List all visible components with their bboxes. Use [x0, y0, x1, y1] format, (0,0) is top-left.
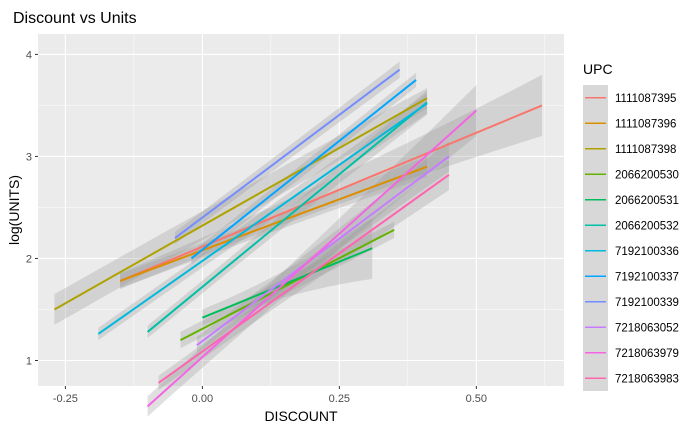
series-line-2066200531: [201, 247, 373, 319]
confidence-band-2066200531: [202, 217, 373, 326]
y-axis: 1 2 3 4: [26, 49, 38, 367]
series-line-7218063983: [157, 173, 450, 384]
confidence-band-7218063052: [196, 141, 449, 354]
confidence-band-7192100336: [98, 93, 428, 341]
legend-label: 7192100337: [615, 271, 679, 283]
legend-label: 2066200530: [615, 169, 679, 181]
x-tick-label: 0.25: [329, 393, 350, 405]
legend-label: 7218063052: [615, 322, 679, 334]
legend-label: 1111087395: [615, 93, 676, 105]
series-line-7192100336: [97, 102, 428, 335]
series-line-7218063052: [196, 155, 450, 346]
legend-label: 2066200532: [615, 220, 679, 232]
grid-major: [38, 34, 564, 386]
x-axis: -0.25 0.00 0.25 0.50: [53, 386, 487, 405]
series-line-7192100337: [190, 79, 417, 260]
legend-label: 1111087398: [615, 144, 676, 156]
confidence-band-1111087398: [54, 88, 428, 325]
legend-label: 1111087396: [615, 118, 676, 130]
legend-label: 7218063983: [615, 373, 679, 385]
legend-title: UPC: [583, 61, 613, 77]
series-line-1111087395: [119, 104, 543, 282]
series-lines: [53, 68, 543, 408]
y-axis-title: log(UNITS): [6, 175, 22, 245]
series-line-7218063979: [146, 109, 478, 408]
y-tick-label: 2: [26, 253, 32, 265]
y-tick-label: 1: [26, 355, 32, 367]
series-line-2066200530: [180, 229, 395, 341]
series-line-2066200532: [146, 101, 428, 333]
series-line-7192100339: [174, 68, 401, 239]
series-line-1111087396: [119, 165, 428, 282]
x-axis-title: DISCOUNT: [264, 408, 338, 424]
y-tick-label: 3: [26, 151, 32, 163]
chart-title: Discount vs Units: [13, 10, 137, 27]
series-line-1111087398: [53, 97, 428, 311]
legend-label: 7218063979: [615, 348, 679, 360]
legend-label: 2066200531: [615, 195, 679, 207]
x-tick-label: -0.25: [53, 393, 78, 405]
x-tick-label: 0.50: [466, 393, 487, 405]
x-tick-label: 0.00: [192, 393, 213, 405]
legend-label: 7192100336: [615, 246, 679, 258]
y-tick-label: 4: [26, 49, 32, 61]
legend-label: 7192100339: [615, 297, 679, 309]
legend: UPC 1111087395 1111087396 1111087398 206620…: [583, 61, 679, 391]
